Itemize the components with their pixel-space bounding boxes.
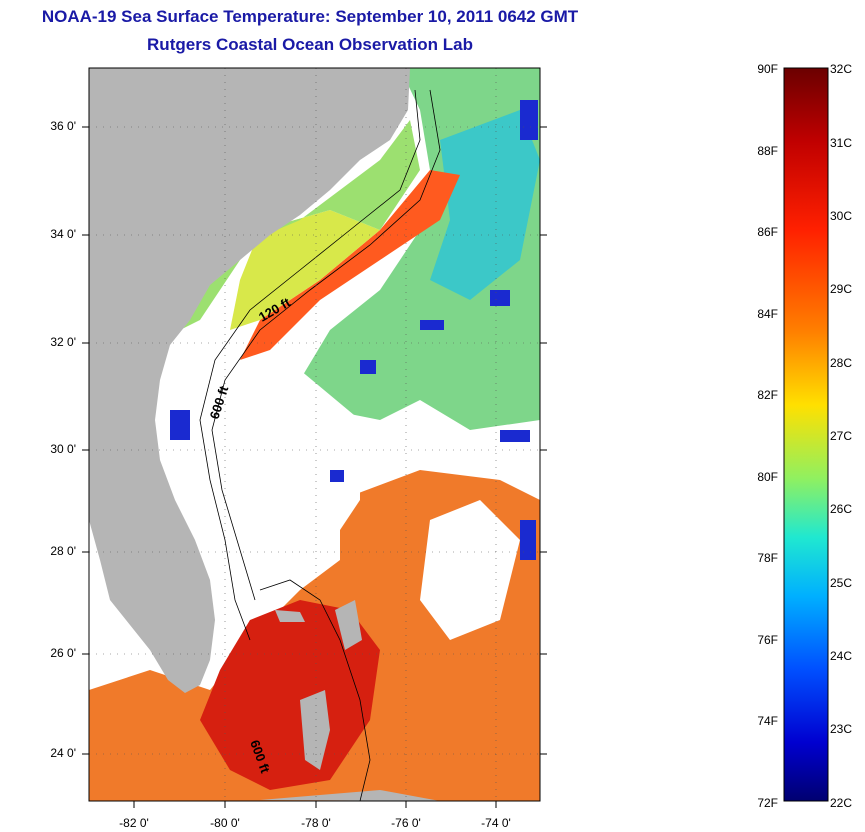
colorbar-f-74: 74F bbox=[757, 714, 778, 728]
lon-tick-80: -80 0' bbox=[210, 816, 240, 830]
lon-tick-78: -78 0' bbox=[301, 816, 331, 830]
colorbar-f-72: 72F bbox=[757, 796, 778, 810]
lat-tick-26: 26 0' bbox=[50, 646, 76, 660]
land-bahamas-andros bbox=[300, 690, 330, 770]
colorbar-f-86: 86F bbox=[757, 225, 778, 239]
sst-cloud-gap-south bbox=[420, 500, 520, 640]
lon-tick-76: -76 0' bbox=[391, 816, 421, 830]
sst-cold-speckles bbox=[89, 100, 538, 610]
colorbar-c-30: 30C bbox=[830, 209, 853, 223]
colorbar-c-27: 27C bbox=[830, 429, 853, 443]
lat-tick-28: 28 0' bbox=[50, 544, 76, 558]
colorbar-c-22: 22C bbox=[830, 796, 853, 810]
colorbar bbox=[783, 67, 829, 802]
colorbar-c-32: 32C bbox=[830, 62, 853, 76]
colorbar-c-28: 28C bbox=[830, 356, 853, 370]
sst-hot-bahamas bbox=[200, 600, 380, 790]
colorbar-f-88: 88F bbox=[757, 144, 778, 158]
colorbar-c-29: 29C bbox=[830, 282, 853, 296]
lat-tick-24: 24 0' bbox=[50, 746, 76, 760]
lat-tick-32: 32 0' bbox=[50, 335, 76, 349]
sst-warm-filament bbox=[240, 170, 460, 360]
colorbar-c-23: 23C bbox=[830, 722, 853, 736]
colorbar-c-24: 24C bbox=[830, 649, 853, 663]
sst-cloud-gap-central bbox=[220, 370, 360, 560]
land-southeast-us bbox=[89, 68, 410, 693]
land-bahamas-abaco bbox=[335, 600, 362, 650]
lat-tick-34: 34 0' bbox=[50, 227, 76, 241]
colorbar-f-76: 76F bbox=[757, 633, 778, 647]
colorbar-c-25: 25C bbox=[830, 576, 853, 590]
lat-tick-36: 36 0' bbox=[50, 119, 76, 133]
sst-cyan-patches bbox=[430, 110, 540, 300]
colorbar-f-78: 78F bbox=[757, 551, 778, 565]
map-subtitle: Rutgers Coastal Ocean Observation Lab bbox=[147, 35, 473, 54]
colorbar-f-82: 82F bbox=[757, 388, 778, 402]
colorbar-f-80: 80F bbox=[757, 470, 778, 484]
colorbar-c-26: 26C bbox=[830, 502, 853, 516]
lon-tick-82: -82 0' bbox=[119, 816, 149, 830]
axis-ticks bbox=[82, 126, 547, 808]
sst-yellow-shelf bbox=[230, 210, 380, 330]
map-title: NOAA-19 Sea Surface Temperature: Septemb… bbox=[41, 7, 579, 26]
sst-green-shelf bbox=[180, 120, 420, 330]
colorbar-f-84: 84F bbox=[757, 307, 778, 321]
isobath-contours bbox=[199, 89, 441, 802]
lon-tick-74: -74 0' bbox=[481, 816, 511, 830]
colorbar-c-31: 31C bbox=[830, 136, 853, 150]
land-cuba-edge bbox=[260, 790, 440, 801]
land-bahamas-grand bbox=[275, 610, 305, 622]
map-frame bbox=[88, 67, 541, 802]
lat-tick-30: 30 0' bbox=[50, 442, 76, 456]
colorbar-f-90: 90F bbox=[757, 62, 778, 76]
